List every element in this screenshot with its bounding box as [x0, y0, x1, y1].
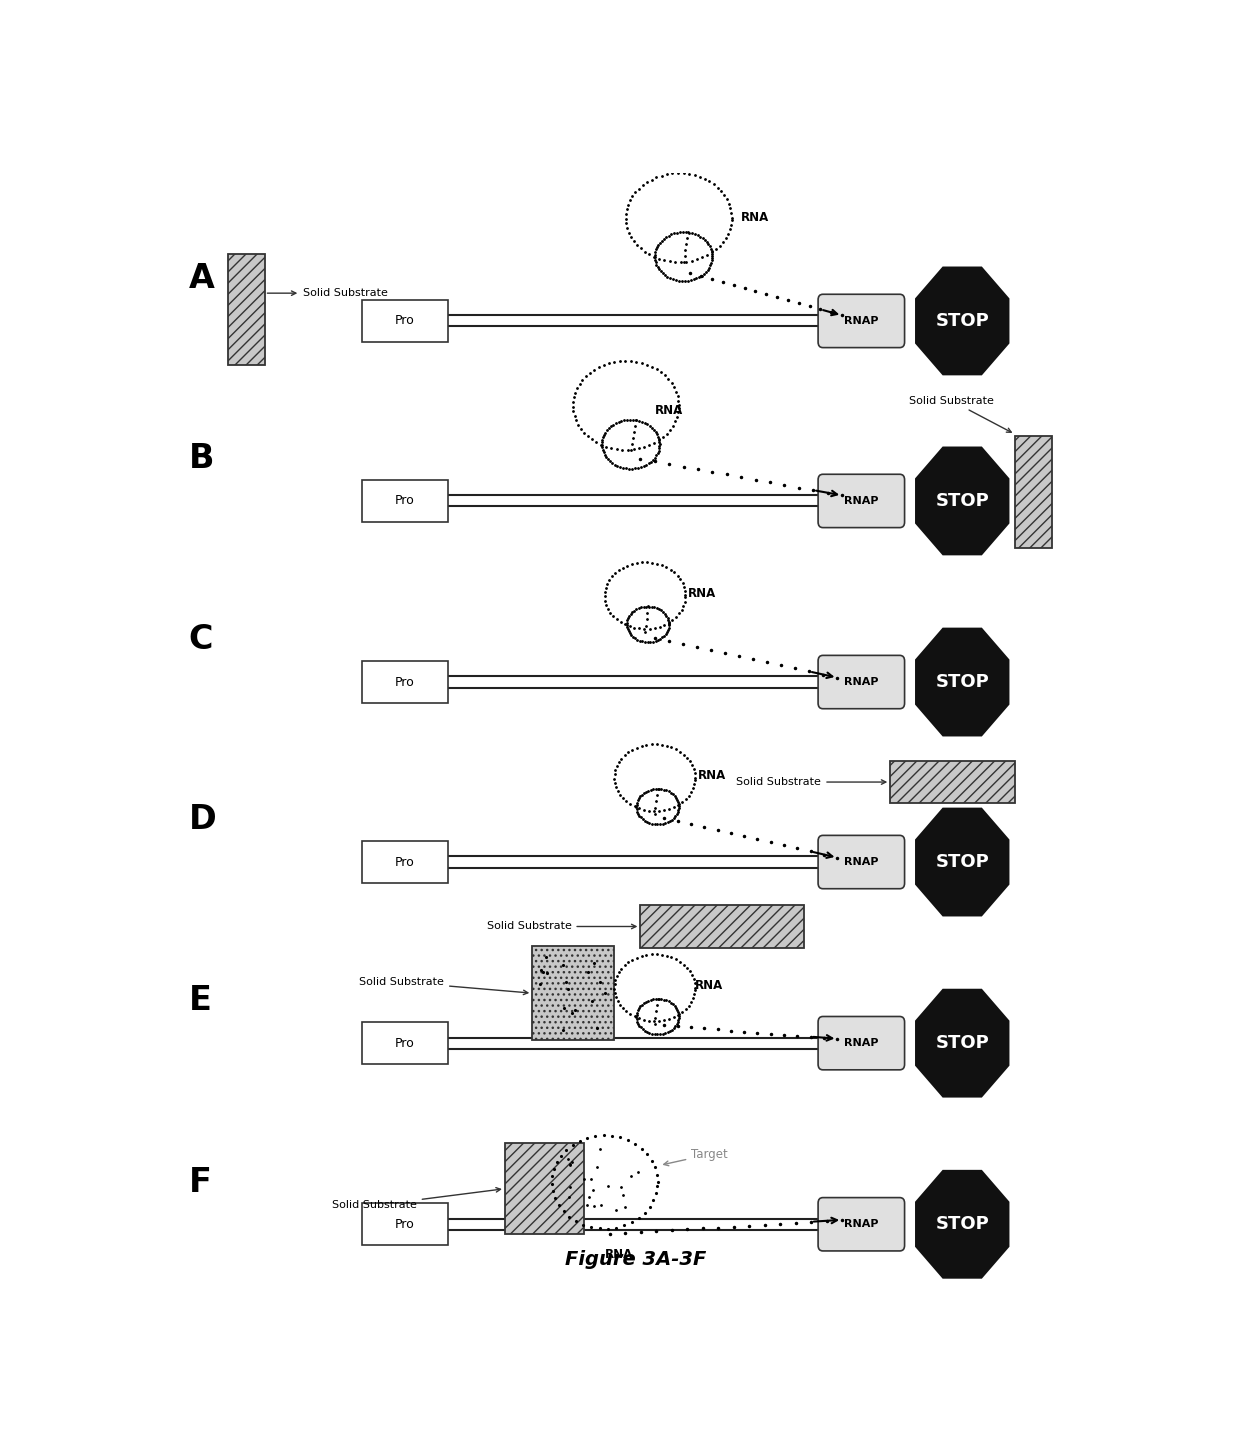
Text: Pro: Pro — [396, 1218, 414, 1231]
Polygon shape — [916, 447, 1008, 554]
Text: Solid Substrate: Solid Substrate — [486, 922, 636, 932]
Text: RNAP: RNAP — [844, 1219, 879, 1229]
Text: RNAP: RNAP — [844, 496, 879, 506]
Text: Target: Target — [663, 1147, 728, 1166]
Text: Pro: Pro — [396, 315, 414, 328]
Text: F: F — [188, 1166, 212, 1199]
Polygon shape — [916, 1170, 1008, 1277]
Text: Solid Substrate: Solid Substrate — [909, 395, 1012, 433]
FancyBboxPatch shape — [818, 294, 905, 348]
Polygon shape — [916, 267, 1008, 374]
FancyBboxPatch shape — [362, 1022, 448, 1065]
Text: RNA: RNA — [698, 769, 727, 782]
Bar — [1016, 436, 1052, 547]
FancyBboxPatch shape — [362, 481, 448, 522]
Text: STOP: STOP — [935, 853, 990, 872]
FancyBboxPatch shape — [362, 300, 448, 342]
Text: Pro: Pro — [396, 675, 414, 688]
Text: RNA: RNA — [742, 211, 770, 224]
Text: RNAP: RNAP — [844, 1038, 879, 1048]
Bar — [640, 905, 804, 948]
Text: RNAP: RNAP — [844, 857, 879, 867]
Text: RNAP: RNAP — [844, 316, 879, 326]
Text: Solid Substrate: Solid Substrate — [332, 1188, 501, 1211]
Polygon shape — [916, 629, 1008, 736]
Text: Solid Substrate: Solid Substrate — [360, 977, 528, 994]
Bar — [532, 947, 614, 1040]
Text: RNA: RNA — [696, 978, 723, 991]
Text: C: C — [188, 623, 213, 657]
Text: STOP: STOP — [935, 672, 990, 691]
Text: Figure 3A-3F: Figure 3A-3F — [564, 1250, 707, 1270]
FancyBboxPatch shape — [362, 1203, 448, 1245]
Text: STOP: STOP — [935, 1035, 990, 1052]
Text: STOP: STOP — [935, 492, 990, 509]
Text: Pro: Pro — [396, 1036, 414, 1049]
Text: Pro: Pro — [396, 495, 414, 508]
Polygon shape — [916, 990, 1008, 1097]
FancyBboxPatch shape — [362, 841, 448, 883]
FancyBboxPatch shape — [818, 835, 905, 889]
FancyBboxPatch shape — [362, 661, 448, 703]
FancyBboxPatch shape — [818, 655, 905, 709]
Text: RNAP: RNAP — [844, 677, 879, 687]
Text: STOP: STOP — [935, 312, 990, 330]
Bar — [890, 760, 1016, 804]
FancyBboxPatch shape — [818, 1198, 905, 1251]
Text: Solid Substrate: Solid Substrate — [737, 776, 885, 786]
Text: B: B — [188, 442, 215, 475]
Text: RNA: RNA — [688, 587, 717, 600]
FancyBboxPatch shape — [818, 1016, 905, 1069]
Text: E: E — [188, 984, 212, 1017]
Polygon shape — [916, 808, 1008, 915]
Text: RNA: RNA — [655, 404, 683, 417]
Text: STOP: STOP — [935, 1215, 990, 1234]
Bar — [505, 1143, 584, 1234]
Bar — [228, 254, 264, 365]
Text: Solid Substrate: Solid Substrate — [268, 289, 388, 299]
Text: RNA: RNA — [605, 1248, 632, 1261]
Text: D: D — [188, 804, 217, 837]
FancyBboxPatch shape — [818, 475, 905, 528]
Text: A: A — [188, 263, 215, 296]
Text: Pro: Pro — [396, 856, 414, 869]
